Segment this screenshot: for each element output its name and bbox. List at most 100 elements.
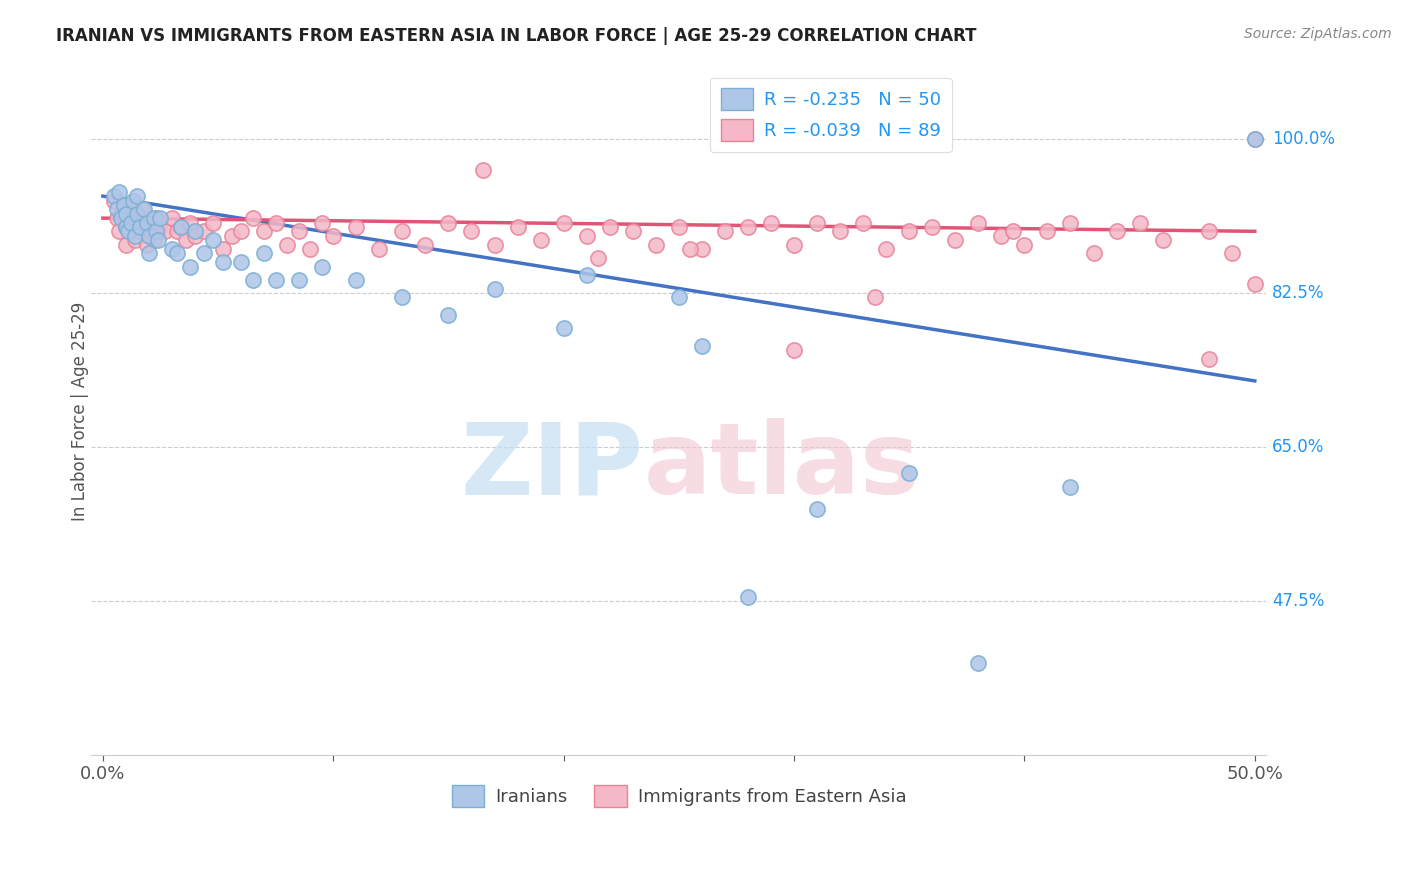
Point (599, 219, 621, 234)
Point (153, 224, 176, 238)
Point (141, 224, 163, 238)
Point (166, 224, 188, 238)
Point (575, 228, 598, 243)
Point (276, 237, 298, 252)
Point (1152, 233, 1174, 247)
Point (145, 224, 167, 238)
Point (484, 281, 506, 295)
Point (737, 219, 759, 234)
Point (120, 224, 142, 238)
Point (193, 246, 215, 260)
Point (1129, 215, 1152, 229)
Point (120, 215, 142, 229)
Point (311, 215, 333, 229)
Point (127, 207, 149, 221)
Point (472, 162, 495, 177)
Point (211, 255, 233, 269)
Point (621, 224, 644, 238)
Point (149, 211, 172, 226)
Point (115, 207, 138, 221)
Point (1083, 246, 1105, 260)
Point (575, 268, 598, 283)
Point (117, 224, 139, 238)
Point (138, 246, 160, 260)
Text: 100.0%: 100.0% (1272, 130, 1336, 148)
Point (344, 273, 367, 287)
Point (391, 224, 413, 238)
Point (128, 224, 150, 238)
Point (1014, 237, 1036, 252)
Point (322, 228, 344, 243)
Point (134, 202, 156, 217)
Point (690, 339, 713, 353)
Point (115, 237, 138, 252)
Point (121, 202, 143, 217)
Point (898, 467, 921, 481)
Point (211, 242, 233, 256)
Point (967, 215, 990, 229)
Point (110, 211, 132, 226)
Point (1198, 351, 1220, 366)
Point (170, 219, 193, 234)
Point (1220, 246, 1243, 260)
Point (242, 211, 264, 226)
Point (115, 219, 138, 234)
Point (875, 242, 897, 256)
Point (737, 590, 759, 604)
Point (135, 215, 157, 229)
Point (142, 211, 165, 226)
Point (179, 260, 201, 274)
Point (134, 219, 156, 234)
Point (128, 219, 150, 234)
Point (668, 290, 690, 304)
Point (460, 224, 482, 238)
Point (146, 224, 169, 238)
Point (179, 215, 201, 229)
Point (852, 215, 875, 229)
Point (806, 501, 828, 516)
Point (586, 251, 609, 265)
Point (145, 211, 167, 226)
Point (1059, 215, 1081, 229)
Point (170, 219, 193, 234)
Point (299, 242, 322, 256)
Point (242, 273, 264, 287)
Point (264, 215, 287, 229)
Point (1243, 132, 1265, 146)
Point (506, 219, 529, 234)
Point (253, 246, 276, 260)
Text: Source: ZipAtlas.com: Source: ZipAtlas.com (1244, 27, 1392, 41)
Point (287, 224, 309, 238)
Point (253, 224, 276, 238)
Point (714, 224, 737, 238)
Point (783, 237, 806, 252)
Text: ZIP: ZIP (461, 418, 644, 515)
Text: atlas: atlas (644, 418, 920, 515)
Text: 47.5%: 47.5% (1272, 592, 1324, 610)
Point (131, 202, 153, 217)
Point (124, 233, 146, 247)
Point (184, 224, 207, 238)
Point (146, 233, 169, 247)
Point (105, 202, 128, 217)
Point (990, 228, 1012, 243)
Text: 65.0%: 65.0% (1272, 438, 1324, 456)
Point (138, 228, 160, 243)
Point (679, 242, 702, 256)
Point (437, 308, 460, 322)
Point (112, 198, 135, 212)
Point (229, 255, 252, 269)
Point (121, 194, 143, 208)
Point (943, 233, 966, 247)
Point (553, 321, 575, 335)
Point (229, 224, 252, 238)
Point (127, 189, 149, 203)
Point (437, 215, 460, 229)
Point (806, 215, 828, 229)
Point (110, 207, 132, 221)
Point (1059, 479, 1081, 493)
Point (105, 211, 128, 226)
Point (529, 233, 551, 247)
Point (690, 242, 713, 256)
Point (863, 290, 886, 304)
